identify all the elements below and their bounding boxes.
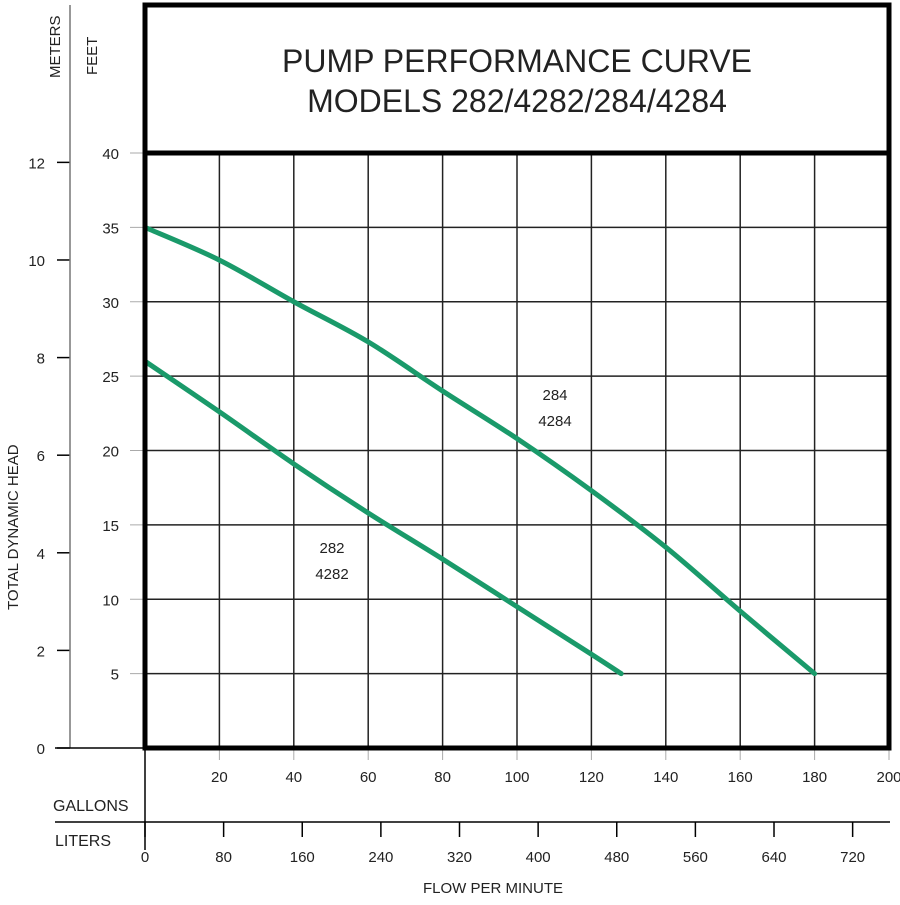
title-box <box>142 2 892 156</box>
meters-tick-label: 6 <box>37 448 45 465</box>
x-tick-label: 60 <box>360 769 377 786</box>
meters-tick-label: 2 <box>37 643 45 660</box>
gallons-unit-label: GALLONS <box>53 798 129 815</box>
x-tick-label: 140 <box>653 769 678 786</box>
meters-tick-label: 8 <box>37 351 45 368</box>
curve-282 <box>142 358 624 677</box>
liters-tick-label: 80 <box>215 849 232 866</box>
meters-tick-label: 0 <box>37 741 45 758</box>
chart-title-line-2: MODELS 282/4282/284/4284 <box>307 83 727 119</box>
meters-tick-label: 10 <box>28 253 45 270</box>
meters-unit-label: METERS <box>47 15 64 78</box>
chart-title-line-1: PUMP PERFORMANCE CURVE <box>282 43 752 79</box>
series-label-4282: 4282 <box>315 566 348 583</box>
liters-tick-label: 400 <box>526 849 551 866</box>
liters-tick-label: 640 <box>761 849 786 866</box>
liters-tick-label: 240 <box>368 849 393 866</box>
x-axis-label: FLOW PER MINUTE <box>423 880 563 897</box>
feet-unit-label: FEET <box>84 37 101 75</box>
liters-tick-label: 0 <box>141 849 149 866</box>
y-axis-label: TOTAL DYNAMIC HEAD <box>5 444 22 610</box>
liters-tick-label: 320 <box>447 849 472 866</box>
plot-frame <box>142 150 892 751</box>
curve-284 <box>142 224 818 677</box>
grid <box>57 152 890 837</box>
y-tick-label: 15 <box>102 518 119 535</box>
x-tick-label: 40 <box>285 769 302 786</box>
x-tick-label: 100 <box>504 769 529 786</box>
y-tick-label: 35 <box>102 220 119 237</box>
curves <box>142 224 818 677</box>
y-tick-label: 25 <box>102 369 119 386</box>
labels: 20 40 60 80 100 120 140 160 180 20051015202530354… <box>28 146 900 866</box>
y-tick-label: 30 <box>102 295 119 312</box>
x-tick-label: 80 <box>434 769 451 786</box>
y-tick-label: 10 <box>102 592 119 609</box>
x-tick-label: 120 <box>579 769 604 786</box>
series-label-284: 284 <box>542 387 567 404</box>
liters-tick-label: 160 <box>290 849 315 866</box>
x-tick-label: 180 <box>802 769 827 786</box>
liters-tick-label: 560 <box>683 849 708 866</box>
liters-tick-label: 720 <box>840 849 865 866</box>
meters-tick-label: 4 <box>37 546 45 563</box>
y-tick-label: 20 <box>102 444 119 461</box>
y-tick-label: 40 <box>102 146 119 163</box>
x-tick-label: 160 <box>728 769 753 786</box>
series-label-4284: 4284 <box>538 413 571 430</box>
series-label-282: 282 <box>319 540 344 557</box>
meters-tick-label: 12 <box>28 155 45 172</box>
x-tick-label: 20 <box>211 769 228 786</box>
x-tick-label: 200 <box>876 769 900 786</box>
y-tick-label: 5 <box>111 667 119 684</box>
liters-unit-label: LITERS <box>55 833 111 850</box>
liters-tick-label: 480 <box>604 849 629 866</box>
